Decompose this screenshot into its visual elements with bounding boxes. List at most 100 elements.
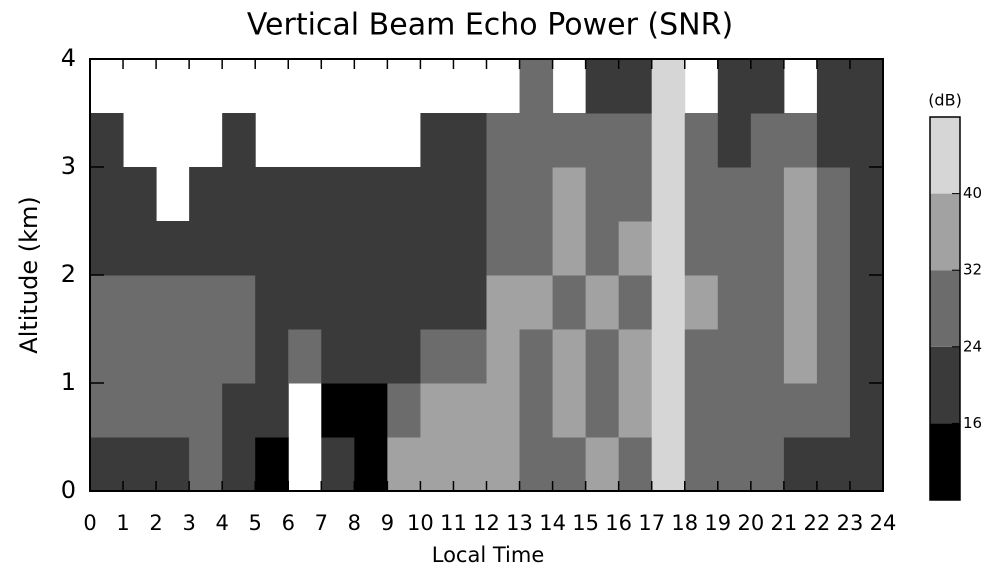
colorbar-tick-label: 24 — [963, 337, 982, 355]
y-tick-label: 4 — [61, 44, 76, 72]
x-axis-label: Local Time — [432, 543, 545, 567]
heat-cell — [585, 275, 620, 330]
heat-cell — [420, 167, 454, 222]
heat-cell — [717, 59, 752, 114]
heat-cell — [585, 437, 620, 492]
heat-cell — [585, 221, 620, 276]
heat-cell — [750, 221, 785, 276]
x-tick-label: 9 — [381, 511, 394, 535]
heat-cell — [189, 437, 223, 492]
heat-cell — [387, 383, 421, 438]
chart-title: Vertical Beam Echo Power (SNR) — [247, 8, 733, 43]
heat-cell — [750, 113, 785, 168]
x-tick-label: 10 — [407, 511, 434, 535]
heat-cell — [189, 221, 223, 276]
heat-cell — [90, 383, 124, 438]
heat-cell — [816, 167, 851, 222]
heat-cell — [90, 329, 124, 384]
heat-cell — [519, 329, 554, 384]
colorbar-tick-label: 40 — [963, 184, 982, 202]
heat-cell — [816, 59, 851, 114]
heat-cell — [519, 383, 554, 438]
x-tick-label: 14 — [539, 511, 566, 535]
heat-cell — [156, 275, 190, 330]
x-tick-label: 6 — [282, 511, 295, 535]
heat-cell — [123, 275, 157, 330]
heat-cell — [849, 167, 884, 222]
heat-cell — [552, 167, 587, 222]
y-axis-label: Altitude (km) — [15, 196, 43, 353]
heat-cell — [849, 275, 884, 330]
heat-cell — [453, 113, 487, 168]
heat-cell — [288, 275, 322, 330]
heat-cell — [123, 167, 157, 222]
heat-cell — [453, 437, 487, 492]
heat-cell — [651, 329, 686, 384]
heat-cell — [420, 437, 454, 492]
heat-cell — [519, 437, 554, 492]
heat-cell — [585, 167, 620, 222]
colorbar-band — [930, 117, 960, 194]
heat-cell — [849, 221, 884, 276]
heat-cell — [783, 383, 818, 438]
heat-cell — [552, 221, 587, 276]
heat-cell — [684, 437, 719, 492]
heat-cell — [618, 113, 653, 168]
heat-cell — [486, 221, 521, 276]
x-tick-label: 15 — [572, 511, 599, 535]
heat-cell — [321, 437, 355, 492]
heat-cell — [552, 275, 587, 330]
heat-cell — [552, 329, 587, 384]
heat-cell — [420, 113, 454, 168]
heat-cell — [387, 221, 421, 276]
heat-cell — [783, 113, 818, 168]
heat-cell — [684, 329, 719, 384]
heat-cell — [354, 167, 388, 222]
colorbar-label: (dB) — [928, 91, 962, 110]
heat-cell — [156, 383, 190, 438]
x-tick-label: 12 — [473, 511, 500, 535]
heat-cell — [222, 221, 256, 276]
heat-cell — [849, 329, 884, 384]
heat-cell — [519, 59, 554, 114]
heat-cell — [222, 113, 256, 168]
heat-cell — [651, 275, 686, 330]
heat-cell — [486, 113, 521, 168]
heat-cell — [486, 275, 521, 330]
x-tick-label: 5 — [249, 511, 262, 535]
heat-cell — [354, 221, 388, 276]
heat-cell — [684, 275, 719, 330]
heat-cell — [354, 383, 388, 438]
heat-cell — [618, 59, 653, 114]
heat-cell — [90, 221, 124, 276]
heat-cell — [519, 113, 554, 168]
heat-cell — [717, 275, 752, 330]
y-tick-label: 1 — [61, 368, 76, 396]
colorbar-tick-label: 32 — [963, 261, 982, 279]
heat-cell — [123, 383, 157, 438]
heat-cell — [387, 167, 421, 222]
heat-cell — [519, 221, 554, 276]
heat-cell — [156, 221, 190, 276]
heat-cell — [717, 437, 752, 492]
heat-cell — [618, 383, 653, 438]
heat-cell — [288, 329, 322, 384]
heat-cell — [651, 437, 686, 492]
heat-cell — [420, 383, 454, 438]
heat-cell — [486, 167, 521, 222]
heat-cell — [651, 113, 686, 168]
heat-cell — [123, 221, 157, 276]
heat-cell — [849, 59, 884, 114]
heat-cell — [387, 437, 421, 492]
heat-cell — [453, 275, 487, 330]
heat-cell — [222, 275, 256, 330]
heat-cell — [354, 437, 388, 492]
heat-cell — [618, 167, 653, 222]
heat-cell — [321, 329, 355, 384]
x-tick-label: 13 — [506, 511, 533, 535]
heat-cell — [90, 113, 124, 168]
heat-cell — [90, 275, 124, 330]
x-tick-label: 18 — [671, 511, 698, 535]
heat-cell — [90, 167, 124, 222]
